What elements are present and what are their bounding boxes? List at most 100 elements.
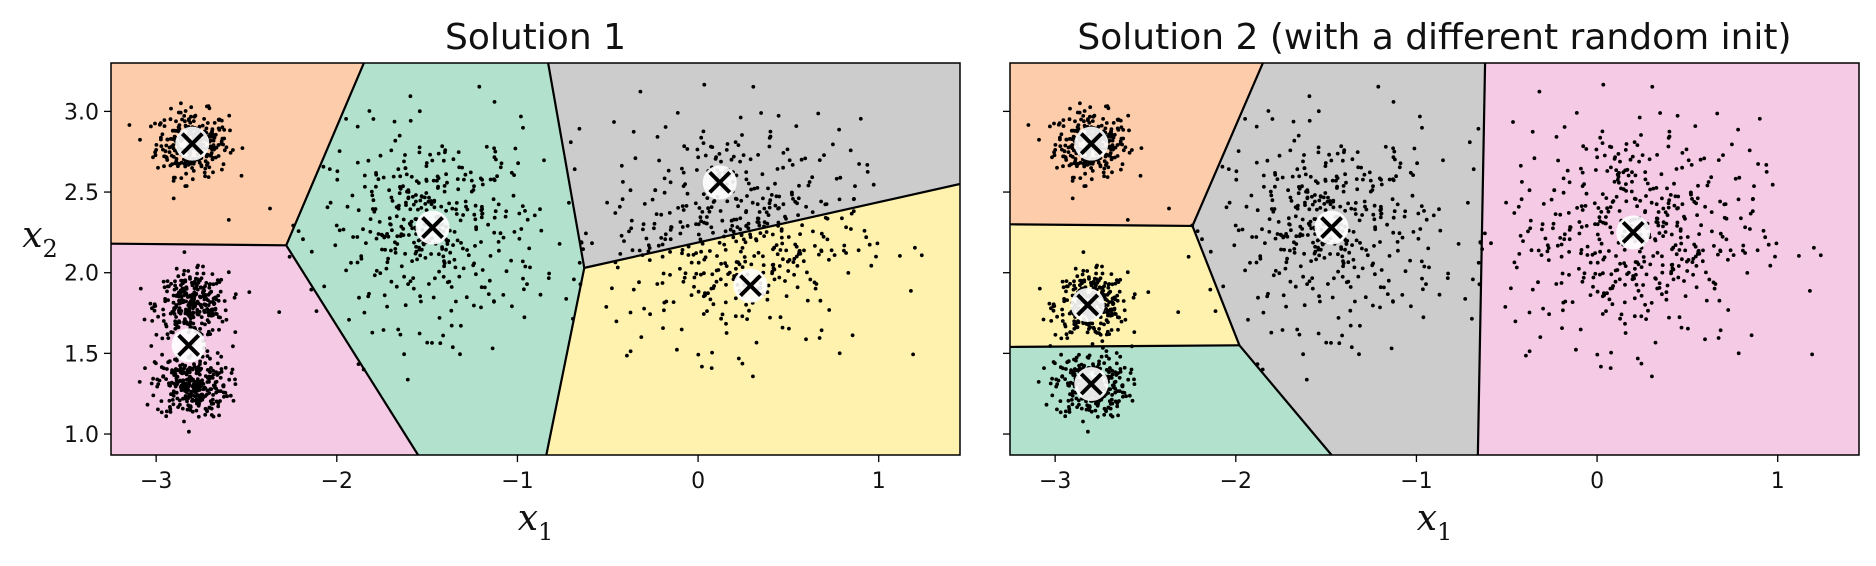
data-point: [168, 117, 173, 122]
x-axis-label: x1: [518, 498, 554, 546]
data-point: [1672, 181, 1676, 186]
data-point: [1615, 172, 1620, 177]
data-point: [1105, 292, 1110, 297]
data-point: [1063, 155, 1068, 160]
data-point: [1353, 201, 1358, 205]
data-point: [219, 367, 224, 371]
data-point: [412, 240, 416, 245]
data-point: [192, 286, 197, 291]
data-point: [1536, 248, 1541, 253]
data-point: [161, 319, 166, 323]
data-point: [345, 204, 350, 209]
data-point: [1392, 209, 1397, 214]
data-point: [387, 188, 391, 193]
data-point: [406, 196, 411, 201]
data-point: [207, 320, 211, 325]
data-point: [195, 308, 200, 312]
data-point: [685, 191, 690, 196]
data-point: [457, 274, 462, 279]
data-point: [1106, 106, 1111, 111]
data-point: [216, 404, 221, 409]
data-point: [919, 253, 924, 258]
data-point: [321, 164, 326, 169]
data-point: [1722, 215, 1727, 220]
data-point: [173, 161, 178, 166]
data-point: [1322, 256, 1327, 260]
data-point: [207, 405, 212, 410]
data-point: [333, 243, 338, 248]
data-point: [1639, 265, 1644, 269]
data-point: [408, 207, 413, 212]
data-point: [1518, 163, 1523, 168]
data-point: [1331, 198, 1336, 203]
data-point: [781, 202, 786, 207]
data-point: [909, 289, 913, 293]
data-point: [1292, 247, 1297, 251]
data-point: [1600, 141, 1605, 146]
data-point: [517, 211, 522, 216]
data-point: [1654, 186, 1659, 190]
data-point: [211, 138, 216, 143]
data-point: [165, 279, 170, 283]
data-point: [230, 367, 235, 372]
data-point: [166, 298, 171, 302]
data-point: [1471, 277, 1475, 282]
data-point: [1070, 179, 1075, 183]
data-point: [557, 242, 562, 246]
data-point: [1539, 253, 1544, 257]
data-point: [143, 366, 147, 370]
data-point: [1341, 264, 1345, 269]
data-point: [213, 380, 218, 385]
data-point: [1329, 158, 1334, 163]
data-point: [1604, 215, 1608, 219]
data-point: [1306, 221, 1311, 226]
x-tick-label: −2: [1220, 469, 1252, 494]
data-point: [1081, 268, 1086, 273]
data-point: [359, 256, 364, 261]
data-point: [480, 207, 484, 212]
data-point: [1298, 264, 1303, 269]
data-point: [1336, 316, 1341, 320]
data-point: [720, 218, 725, 223]
data-point: [767, 144, 772, 149]
data-point: [459, 323, 463, 328]
data-point: [1146, 290, 1151, 294]
data-point: [423, 202, 428, 206]
data-point: [774, 243, 779, 248]
data-point: [1743, 225, 1747, 230]
data-point: [480, 212, 484, 216]
data-point: [1062, 149, 1067, 154]
data-point: [211, 313, 215, 318]
data-point: [577, 126, 582, 131]
data-point: [862, 228, 867, 233]
data-point: [1309, 226, 1314, 231]
data-point: [1343, 247, 1347, 252]
data-point: [1679, 325, 1684, 330]
data-point: [357, 295, 361, 300]
data-point: [1116, 327, 1120, 332]
data-point: [183, 184, 188, 189]
data-point: [1625, 272, 1629, 276]
data-point: [444, 208, 448, 213]
x-tick-label: 1: [872, 469, 886, 494]
data-point: [1635, 260, 1639, 265]
data-point: [411, 194, 415, 199]
data-point: [564, 297, 569, 301]
data-point: [1676, 275, 1681, 280]
boundary-line: [1191, 63, 1264, 227]
data-point: [702, 271, 706, 276]
data-point: [662, 190, 667, 195]
data-point: [795, 264, 800, 268]
data-point: [1608, 225, 1613, 230]
data-point: [381, 175, 386, 180]
data-point: [1678, 229, 1683, 233]
data-point: [226, 218, 231, 222]
data-point: [1419, 204, 1424, 209]
data-point: [1376, 84, 1381, 89]
data-point: [196, 414, 201, 419]
data-point: [1315, 207, 1319, 212]
data-point: [521, 125, 525, 130]
data-point: [1354, 238, 1359, 243]
data-point: [395, 234, 400, 239]
data-point: [1692, 242, 1697, 247]
